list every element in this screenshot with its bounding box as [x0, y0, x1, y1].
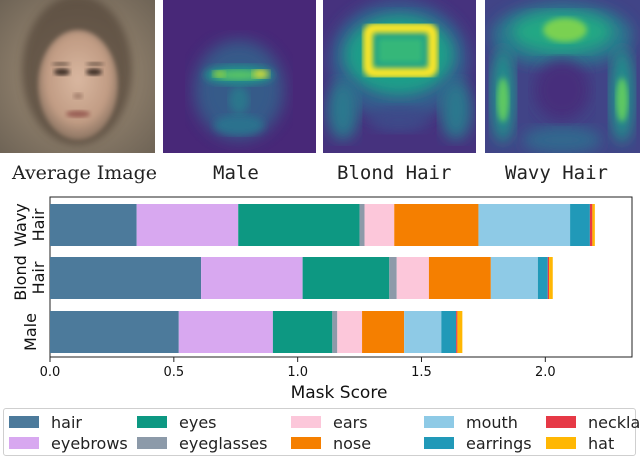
legend-swatch — [137, 437, 167, 449]
bar-hat-male — [457, 311, 463, 353]
bar-earrings-wavy-hair — [570, 204, 590, 246]
bar-eyebrows-male — [178, 311, 273, 353]
legend-item-nose: nose — [291, 433, 371, 453]
legend-item-mouth: mouth — [424, 412, 518, 432]
legend-item-hair: hair — [9, 412, 82, 432]
caption-male: Male — [213, 162, 259, 184]
legend-swatch — [9, 416, 39, 428]
bar-ears-wavy-hair — [364, 204, 395, 246]
legend-item-hat: hat — [546, 433, 614, 453]
caption-average-image: Average Image — [12, 162, 158, 184]
legend-swatch — [291, 416, 321, 428]
x-tick-label: 1.0 — [287, 365, 308, 380]
bar-necklace-male — [456, 311, 458, 353]
legend-swatch — [9, 437, 39, 449]
bar-earrings-blond-hair — [537, 257, 548, 299]
legend-label: eyebrows — [51, 433, 128, 453]
svg-text:Hair: Hair — [29, 261, 48, 294]
male-mask-heatmap — [163, 0, 316, 153]
bar-mouth-wavy-hair — [478, 204, 571, 246]
bar-hair-wavy-hair — [50, 204, 137, 246]
bar-mouth-male — [404, 311, 442, 353]
bar-eyeglasses-male — [332, 311, 338, 353]
svg-text:Hair: Hair — [29, 208, 48, 241]
legend-swatch — [424, 416, 454, 428]
bar-hair-blond-hair — [50, 257, 202, 299]
x-tick-label: 2.0 — [535, 365, 556, 380]
legend-label: ears — [333, 412, 368, 432]
legend-label: eyes — [179, 412, 217, 432]
bar-ears-blond-hair — [396, 257, 429, 299]
average-image — [0, 0, 155, 153]
x-tick-label: 1.5 — [411, 365, 432, 380]
legend-item-eyeglasses: eyeglasses — [137, 433, 267, 453]
legend-label: mouth — [466, 412, 518, 432]
legend: hair eyebrows eyes eyeglasses ears nose mouth e… — [3, 408, 640, 456]
legend-label: eyeglasses — [179, 433, 268, 453]
bar-eyebrows-wavy-hair — [136, 204, 239, 246]
bar-nose-blond-hair — [428, 257, 491, 299]
blond-hair-mask-heatmap — [323, 0, 476, 153]
legend-item-necklace: necklace — [546, 412, 640, 432]
bar-hat-blond-hair — [549, 257, 553, 299]
svg-text:Male: Male — [21, 313, 40, 351]
bar-ears-male — [337, 311, 363, 353]
legend-item-ears: ears — [291, 412, 368, 432]
bar-eyeglasses-blond-hair — [389, 257, 397, 299]
legend-label: hat — [588, 433, 615, 453]
bar-hat-wavy-hair — [592, 204, 595, 246]
legend-label: nose — [333, 433, 372, 453]
wavy-hair-mask-heatmap — [485, 0, 640, 153]
bar-eyes-blond-hair — [302, 257, 390, 299]
y-tick-label-male: Male — [21, 313, 40, 351]
legend-swatch — [546, 416, 576, 428]
svg-text:Wavy: Wavy — [11, 203, 30, 247]
bar-necklace-blond-hair — [547, 257, 550, 299]
x-tick-label: 0.5 — [163, 365, 184, 380]
bar-nose-wavy-hair — [394, 204, 479, 246]
bar-eyes-male — [272, 311, 333, 353]
legend-swatch — [424, 437, 454, 449]
legend-item-earrings: earrings — [424, 433, 532, 453]
legend-swatch — [291, 437, 321, 449]
svg-text:Blond: Blond — [11, 255, 30, 301]
y-tick-label-wavy-hair: Wavy Hair — [11, 203, 48, 247]
bar-mouth-blond-hair — [490, 257, 538, 299]
bar-hair-male — [50, 311, 179, 353]
legend-item-eyebrows: eyebrows — [9, 433, 128, 453]
legend-item-eyes: eyes — [137, 412, 217, 432]
legend-label: hair — [51, 412, 82, 432]
x-tick-label: 0.0 — [40, 365, 61, 380]
bar-necklace-wavy-hair — [589, 204, 593, 246]
bar-earrings-male — [441, 311, 457, 353]
caption-blond-hair: Blond Hair — [337, 162, 452, 184]
x-axis-label: Mask Score — [291, 383, 388, 403]
caption-wavy-hair: Wavy Hair — [505, 162, 608, 184]
bar-nose-male — [362, 311, 405, 353]
legend-label: earrings — [466, 433, 532, 453]
bar-eyes-wavy-hair — [238, 204, 360, 246]
bar-eyebrows-blond-hair — [201, 257, 303, 299]
y-tick-label-blond-hair: Blond Hair — [11, 255, 48, 301]
legend-label: necklace — [588, 412, 640, 432]
legend-swatch — [546, 437, 576, 449]
legend-swatch — [137, 416, 167, 428]
bar-eyeglasses-wavy-hair — [359, 204, 365, 246]
